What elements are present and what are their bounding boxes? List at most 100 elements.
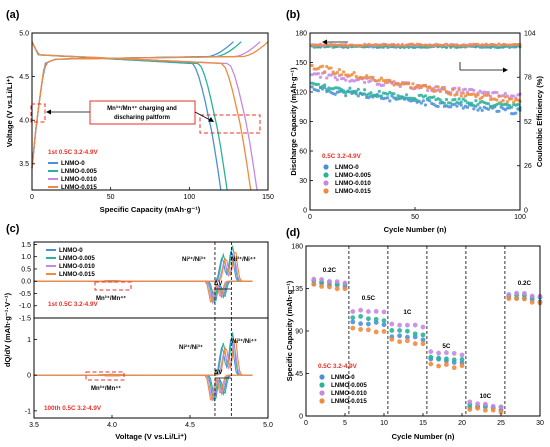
capacity-point-LNMO-0.005	[316, 82, 320, 87]
capacity-point-LNMO-0.015	[379, 76, 383, 80]
capacity-point-LNMO-0.015	[335, 70, 339, 75]
capacity-point-LNMO-0.005	[516, 102, 520, 107]
capacity-point-LNMO-0.015	[350, 72, 354, 77]
ni34-label-top: Ni³⁺/Ni⁴⁺	[231, 256, 256, 263]
legend-label-d: LNMO-0.015	[331, 398, 367, 405]
capacity-point-LNMO-0.005	[459, 100, 463, 104]
legend-label-c: LNMO-0.010	[59, 263, 95, 270]
capacity-point-LNMO-0.010	[512, 94, 516, 98]
rate-point-LNMO-0.010	[506, 292, 512, 297]
efficiency-point-LNMO-0.015	[396, 43, 400, 46]
rate-point-LNMO-0.015	[366, 327, 371, 333]
efficiency-point-LNMO-0.015	[401, 43, 404, 47]
legend-swatch-d	[319, 382, 325, 388]
efficiency-point-LNMO-0.005	[333, 45, 337, 49]
capacity-point-LNMO-0.010	[369, 79, 373, 83]
capacity-point-LNMO-0.005	[510, 105, 514, 109]
annotation-box-a	[89, 100, 196, 125]
rate-point-LNMO-0.005	[451, 357, 457, 363]
c-xtick-label: 5.0	[263, 422, 273, 429]
panel-label-d: (d)	[286, 227, 300, 239]
efficiency-point-LNMO-0.015	[478, 44, 482, 48]
capacity-point-LNMO-0.005	[354, 89, 358, 94]
legend-swatch-d	[319, 398, 325, 404]
capacity-point-LNMO-0.005	[360, 92, 365, 96]
capacity-point-LNMO-0.005	[375, 94, 379, 99]
capacity-point-LNMO-0.015	[352, 70, 356, 75]
rate-point-LNMO-0.015	[490, 407, 496, 413]
capacity-point-LNMO-0.015	[388, 78, 392, 82]
capacity-point-LNMO-0.010	[472, 88, 476, 92]
capacity-point-LNMO-0	[390, 94, 394, 98]
b-ytick-label: 180	[295, 30, 307, 37]
rate-point-LNMO-0	[381, 322, 387, 328]
efficiency-point-LNMO-0.015	[495, 43, 499, 47]
efficiency-point-LNMO-0.015	[340, 43, 343, 46]
legend-swatch-d	[319, 390, 325, 396]
annotation-line1-a: Mn³⁺/Mn⁴⁺ charging and	[107, 105, 177, 112]
rate-label: 0.5C	[362, 295, 376, 302]
capacity-point-LNMO-0.015	[430, 87, 434, 91]
efficiency-point-LNMO-0.015	[352, 44, 356, 48]
b-ytick-label: 90	[299, 119, 307, 126]
efficiency-point-LNMO-0.015	[489, 43, 492, 46]
capacity-point-LNMO-0.010	[363, 80, 367, 85]
capacity-point-LNMO-0.005	[470, 101, 474, 105]
a-ytick-label: 5.0	[19, 30, 29, 37]
capacity-point-LNMO-0	[310, 85, 314, 89]
efficiency-point-LNMO-0.015	[415, 42, 419, 46]
efficiency-point-LNMO-0.015	[327, 43, 331, 47]
capacity-point-LNMO-0.015	[461, 91, 465, 95]
capacity-point-LNMO-0.010	[333, 75, 337, 80]
capacity-point-LNMO-0.005	[323, 83, 327, 87]
mn-label-top: Mn³⁺/Mn⁴⁺	[96, 295, 126, 302]
d-xtick-label: 5	[343, 420, 347, 427]
capacity-point-LNMO-0.015	[449, 92, 453, 97]
ni23-label-bottom: Ni²⁺/Ni³⁺	[179, 344, 203, 351]
rate-point-LNMO-0.015	[459, 363, 465, 369]
capacity-point-LNMO-0.015	[505, 100, 509, 104]
rate-point-LNMO-0.015	[483, 407, 488, 413]
efficiency-point-LNMO-0.005	[407, 46, 411, 49]
rate-point-LNMO-0.015	[350, 325, 356, 331]
capacity-point-LNMO-0	[356, 94, 360, 98]
condition-label-d: 0.5C 3.2-4.9V	[318, 363, 358, 370]
mn-box-top	[94, 281, 132, 291]
capacity-point-LNMO-0	[386, 96, 390, 100]
b-ytick-label: 120	[295, 89, 307, 96]
b-ytick-label: 60	[299, 148, 307, 155]
rate-point-LNMO-0.015	[334, 286, 340, 292]
capacity-point-LNMO-0.005	[394, 96, 398, 100]
c-xtick-label: 4.5	[185, 422, 195, 429]
efficiency-point-LNMO-0.015	[422, 44, 425, 47]
panel-b: 0 50 10003060901201501800265278104(b)Cycle…	[286, 9, 544, 234]
x-axis-label-b: Cycle Number (n)	[384, 225, 447, 234]
efficiency-point-LNMO-0.015	[453, 44, 457, 48]
capacity-point-LNMO-0.010	[381, 83, 386, 87]
b-xtick-label: 50	[411, 214, 419, 221]
legend-swatch-b	[323, 172, 329, 178]
efficiency-point-LNMO-0.015	[451, 43, 455, 46]
capacity-point-LNMO-0.015	[407, 82, 411, 86]
condition-top-c: 1st 0.5C 3.2-4.9V	[48, 301, 99, 308]
rate-point-LNMO-0.005	[397, 328, 402, 333]
legend-label-c: LNMO-0.015	[59, 271, 95, 278]
c-bottom-ytick-label: 1	[27, 337, 31, 344]
legend-label-b: LNMO-0.005	[335, 172, 371, 179]
panel-label-b: (b)	[286, 9, 300, 21]
capacity-point-LNMO-0	[428, 99, 432, 103]
capacity-point-LNMO-0.005	[474, 99, 478, 103]
capacity-point-LNMO-0	[497, 109, 501, 113]
efficiency-point-LNMO-0.015	[485, 42, 488, 46]
capacity-point-LNMO-0.005	[444, 97, 449, 102]
panel-label-c: (c)	[6, 223, 20, 235]
capacity-point-LNMO-0.005	[346, 89, 350, 94]
legend-label-b: LNMO-0	[335, 164, 359, 171]
rate-point-LNMO-0.010	[475, 401, 480, 407]
capacity-point-LNMO-0	[316, 89, 320, 93]
x-axis-label-d: Cycle Number (n)	[392, 432, 455, 441]
capacity-point-LNMO-0.005	[402, 96, 407, 100]
capacity-point-LNMO-0.005	[377, 89, 381, 93]
d-xtick-label: 0	[304, 420, 308, 427]
efficiency-point-LNMO-0.015	[447, 44, 450, 48]
